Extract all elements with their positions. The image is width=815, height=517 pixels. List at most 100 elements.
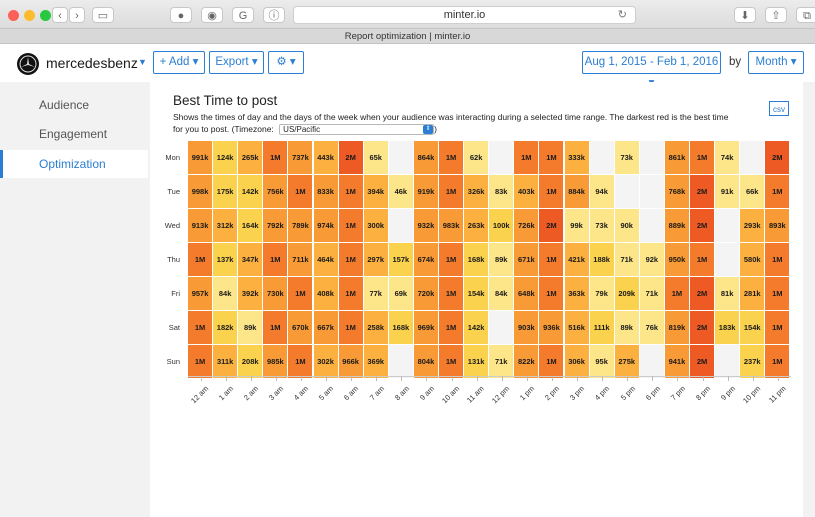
heatmap-cell[interactable]: 281k: [740, 277, 765, 310]
heatmap-cell[interactable]: 516k: [564, 311, 589, 344]
heatmap-cell[interactable]: [489, 141, 514, 174]
heatmap-cell[interactable]: 403k: [514, 175, 539, 208]
heatmap-cell[interactable]: 443k: [313, 141, 338, 174]
heatmap-cell[interactable]: 265k: [238, 141, 263, 174]
heatmap-cell[interactable]: 985k: [263, 345, 288, 378]
heatmap-cell[interactable]: 392k: [238, 277, 263, 310]
heatmap-cell[interactable]: 95k: [589, 345, 614, 378]
heatmap-cell[interactable]: 347k: [238, 243, 263, 276]
heatmap-cell[interactable]: 182k: [213, 311, 238, 344]
heatmap-cell[interactable]: 258k: [363, 311, 388, 344]
heatmap-cell[interactable]: 2M: [690, 209, 715, 242]
heatmap-cell[interactable]: 822k: [514, 345, 539, 378]
heatmap-cell[interactable]: 2M: [765, 141, 790, 174]
heatmap-cell[interactable]: 1M: [690, 141, 715, 174]
heatmap-cell[interactable]: 369k: [363, 345, 388, 378]
heatmap-cell[interactable]: [740, 141, 765, 174]
close-window-icon[interactable]: [8, 10, 19, 21]
heatmap-cell[interactable]: 66k: [740, 175, 765, 208]
heatmap-cell[interactable]: 154k: [464, 277, 489, 310]
heatmap-cell[interactable]: 421k: [564, 243, 589, 276]
heatmap-cell[interactable]: 142k: [464, 311, 489, 344]
heatmap-cell[interactable]: 92k: [639, 243, 664, 276]
heatmap-cell[interactable]: 312k: [213, 209, 238, 242]
tab-title[interactable]: Report optimization | minter.io: [0, 28, 815, 44]
forward-icon[interactable]: ›: [69, 7, 85, 23]
heatmap-cell[interactable]: 919k: [413, 175, 438, 208]
heatmap-cell[interactable]: 1M: [188, 345, 213, 378]
heatmap-cell[interactable]: 65k: [363, 141, 388, 174]
heatmap-cell[interactable]: 71k: [614, 243, 639, 276]
heatmap-cell[interactable]: 2M: [338, 141, 363, 174]
heatmap-cell[interactable]: 1M: [288, 277, 313, 310]
back-icon[interactable]: ‹: [52, 7, 68, 23]
heatmap-cell[interactable]: 580k: [740, 243, 765, 276]
heatmap-cell[interactable]: 1M: [338, 175, 363, 208]
maximize-window-icon[interactable]: [40, 10, 51, 21]
tabs-icon[interactable]: ⧉: [796, 7, 815, 23]
heatmap-cell[interactable]: 89k: [489, 243, 514, 276]
heatmap-cell[interactable]: 275k: [614, 345, 639, 378]
heatmap-cell[interactable]: 394k: [363, 175, 388, 208]
heatmap-cell[interactable]: 100k: [489, 209, 514, 242]
heatmap-cell[interactable]: 893k: [765, 209, 790, 242]
heatmap-cell[interactable]: 83k: [489, 175, 514, 208]
heatmap-cell[interactable]: 306k: [564, 345, 589, 378]
heatmap-cell[interactable]: 73k: [614, 141, 639, 174]
heatmap-cell[interactable]: 99k: [564, 209, 589, 242]
heatmap-cell[interactable]: [639, 345, 664, 378]
heatmap-cell[interactable]: 768k: [664, 175, 689, 208]
heatmap-cell[interactable]: [388, 141, 413, 174]
heatmap-cell[interactable]: 1M: [539, 345, 564, 378]
heatmap-cell[interactable]: [639, 175, 664, 208]
heatmap-cell[interactable]: 1M: [514, 141, 539, 174]
heatmap-cell[interactable]: 726k: [514, 209, 539, 242]
account-name[interactable]: mercedesbenz: [46, 55, 138, 71]
reload-icon[interactable]: ↻: [617, 9, 627, 21]
heatmap-cell[interactable]: [715, 345, 740, 378]
heatmap-cell[interactable]: 932k: [413, 209, 438, 242]
heatmap-cell[interactable]: 302k: [313, 345, 338, 378]
csv-button[interactable]: csv: [769, 101, 789, 116]
heatmap-cell[interactable]: 90k: [614, 209, 639, 242]
sidebar-item-engagement[interactable]: Engagement: [39, 127, 108, 141]
heatmap-cell[interactable]: 333k: [564, 141, 589, 174]
heatmap-cell[interactable]: 889k: [664, 209, 689, 242]
heatmap-cell[interactable]: 720k: [413, 277, 438, 310]
heatmap-cell[interactable]: 833k: [313, 175, 338, 208]
heatmap-cell[interactable]: 164k: [238, 209, 263, 242]
heatmap-cell[interactable]: 2M: [539, 209, 564, 242]
heatmap-cell[interactable]: 293k: [740, 209, 765, 242]
minimize-window-icon[interactable]: [24, 10, 35, 21]
heatmap-cell[interactable]: 363k: [564, 277, 589, 310]
heatmap-cell[interactable]: [639, 209, 664, 242]
heatmap-cell[interactable]: 326k: [464, 175, 489, 208]
heatmap-cell[interactable]: 237k: [740, 345, 765, 378]
share-icon[interactable]: ⇧: [765, 7, 787, 23]
heatmap-cell[interactable]: 648k: [514, 277, 539, 310]
heatmap-cell[interactable]: 1M: [439, 277, 464, 310]
address-bar[interactable]: minter.io ↻: [293, 6, 636, 24]
heatmap-cell[interactable]: 69k: [388, 277, 413, 310]
heatmap-cell[interactable]: [614, 175, 639, 208]
heatmap-cell[interactable]: 91k: [715, 175, 740, 208]
heatmap-cell[interactable]: 1M: [338, 277, 363, 310]
heatmap-cell[interactable]: 903k: [514, 311, 539, 344]
heatmap-cell[interactable]: 89k: [614, 311, 639, 344]
heatmap-cell[interactable]: 819k: [664, 311, 689, 344]
heatmap-cell[interactable]: 789k: [288, 209, 313, 242]
heatmap-cell[interactable]: 73k: [589, 209, 614, 242]
heatmap-cell[interactable]: 79k: [589, 277, 614, 310]
heatmap-cell[interactable]: [589, 141, 614, 174]
heatmap-cell[interactable]: 1M: [690, 243, 715, 276]
heatmap-cell[interactable]: 74k: [715, 141, 740, 174]
heatmap-cell[interactable]: 1M: [439, 311, 464, 344]
heatmap-cell[interactable]: 168k: [464, 243, 489, 276]
heatmap-cell[interactable]: 157k: [388, 243, 413, 276]
heatmap-cell[interactable]: [388, 209, 413, 242]
heatmap-cell[interactable]: 1M: [263, 141, 288, 174]
heatmap-cell[interactable]: 667k: [313, 311, 338, 344]
heatmap-cell[interactable]: 209k: [614, 277, 639, 310]
settings-button[interactable]: ⚙ ▾: [268, 51, 304, 74]
heatmap-cell[interactable]: 1M: [263, 311, 288, 344]
